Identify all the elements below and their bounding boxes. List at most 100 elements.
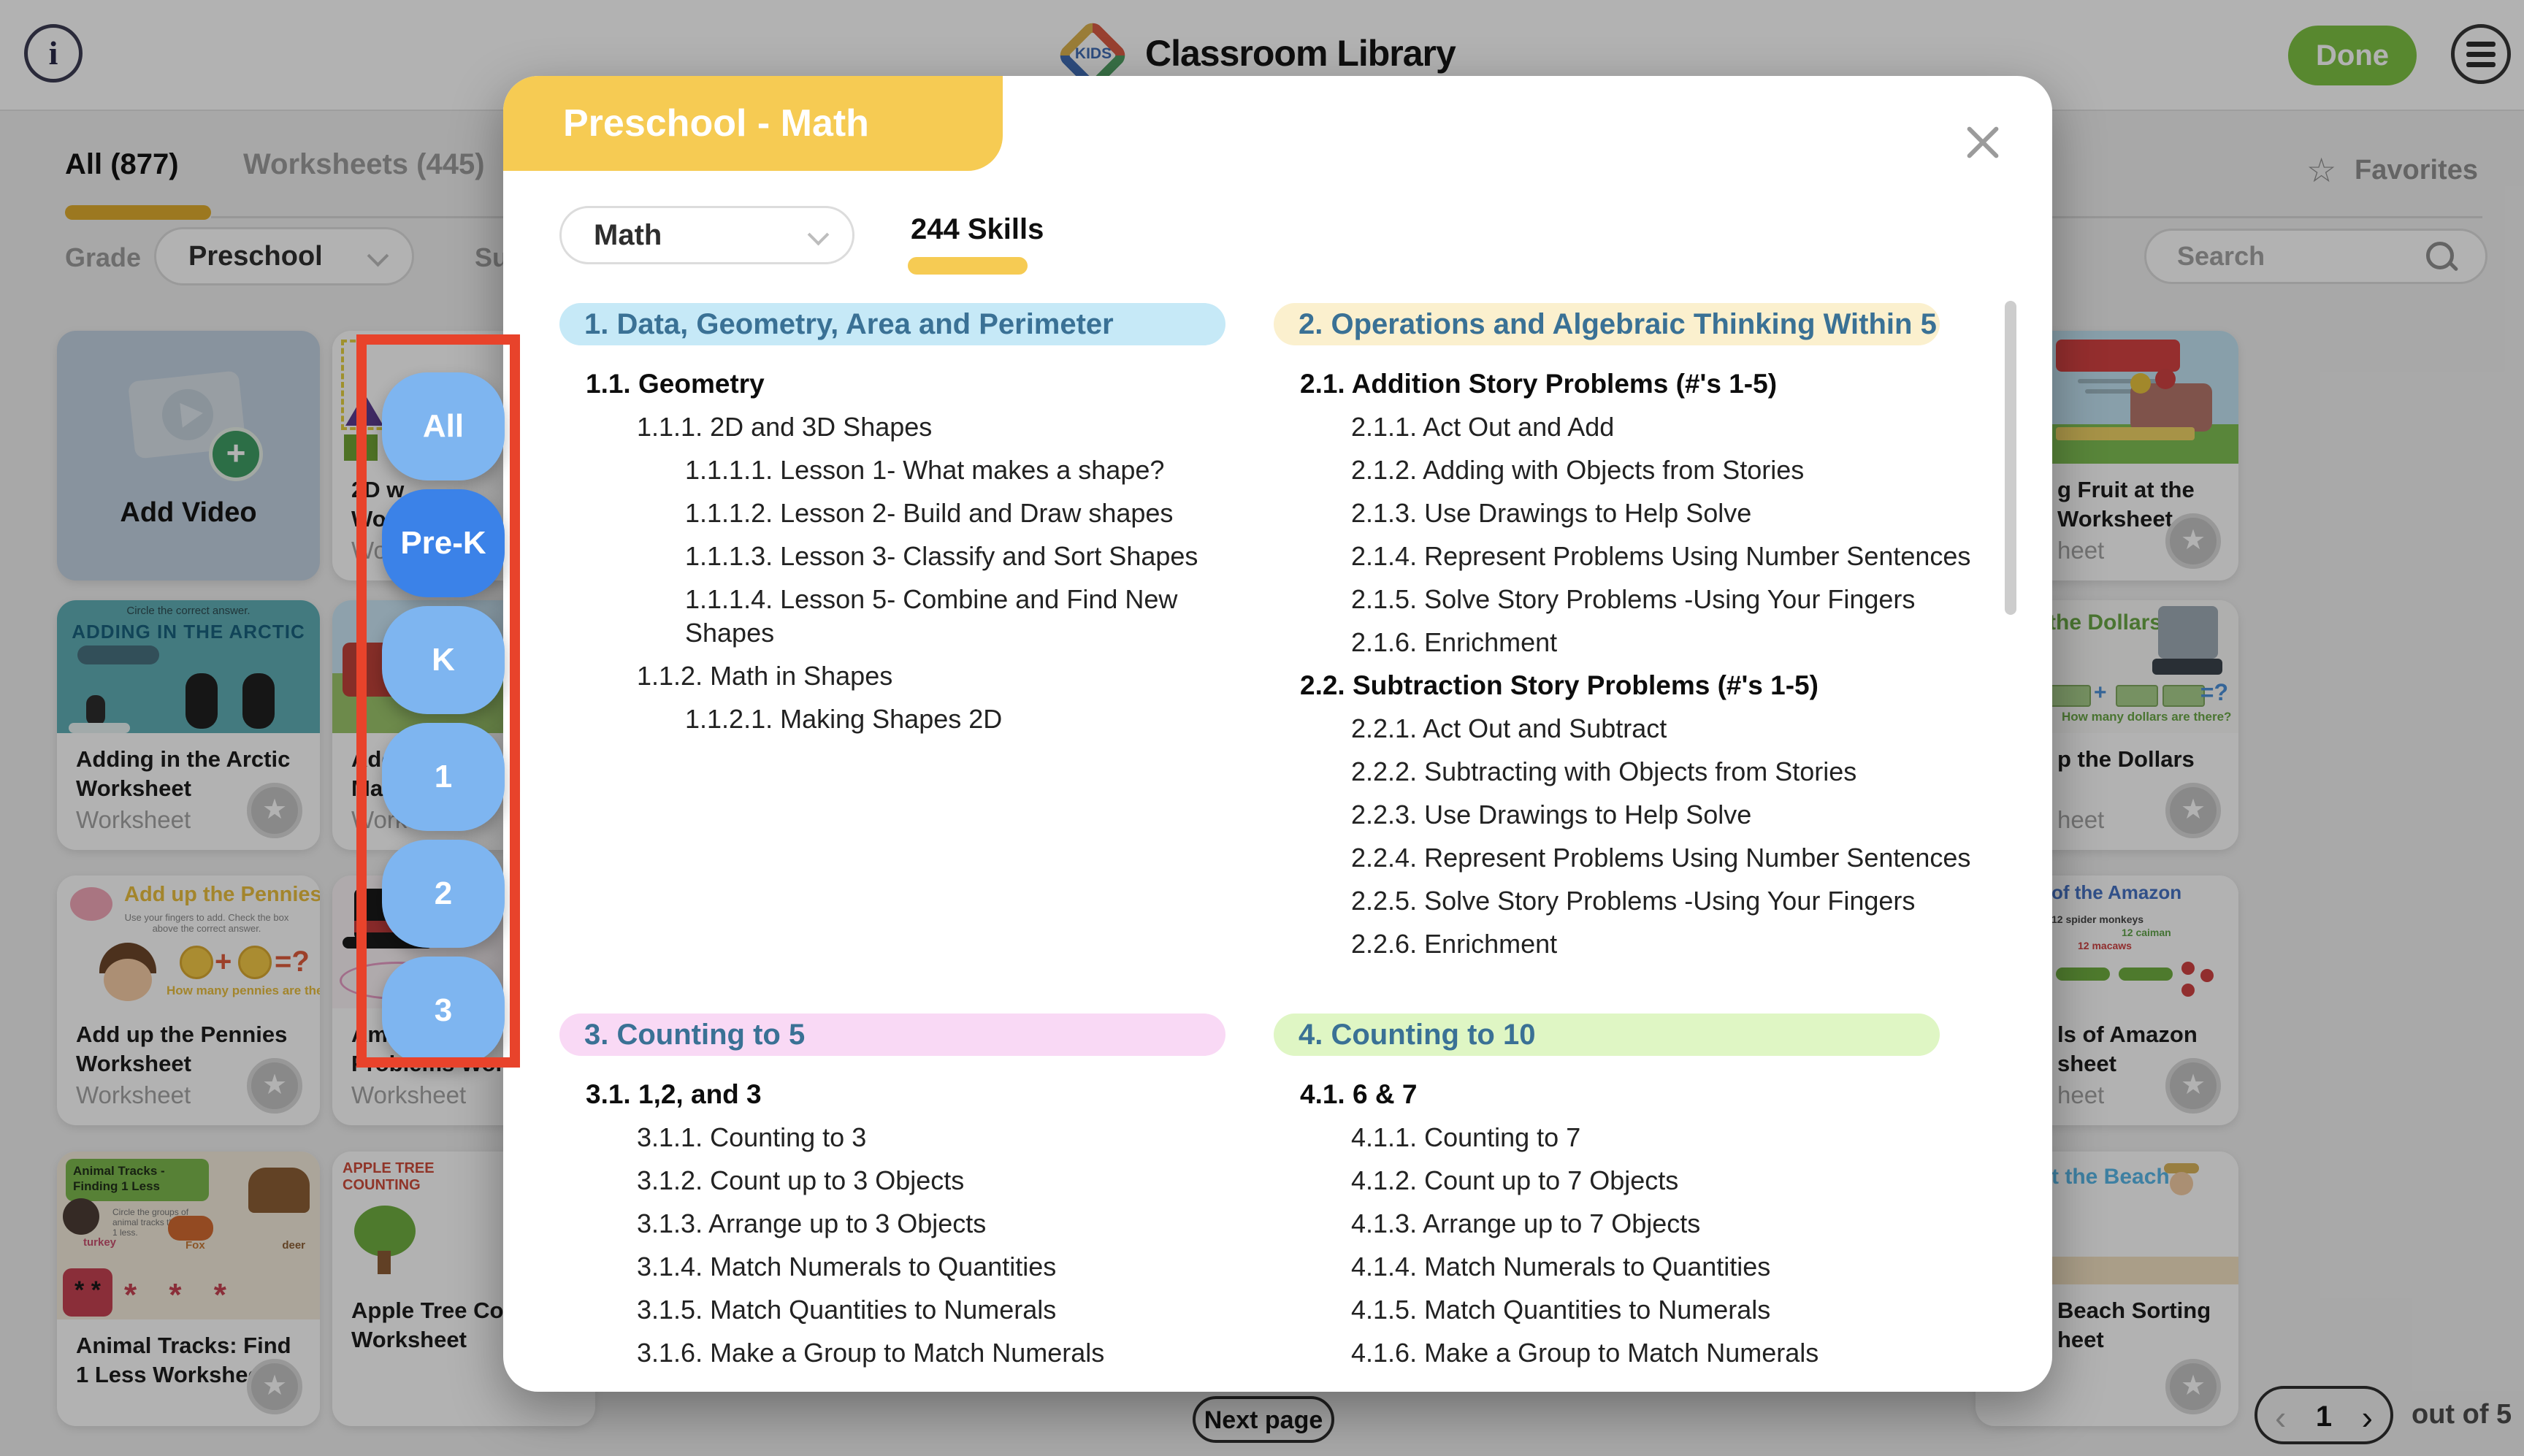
card-type-label: Worksheet	[351, 1081, 467, 1108]
card-type-label: heet	[2057, 806, 2105, 833]
close-icon[interactable]	[1962, 121, 2004, 164]
active-tab-underline	[65, 205, 211, 220]
skill-item[interactable]: 2.2.5. Solve Story Problems -Using Your …	[1351, 886, 1916, 916]
search-icon	[2426, 242, 2454, 269]
modal-scrollbar[interactable]	[2005, 301, 2016, 615]
favorites-link[interactable]: Favorites	[2355, 155, 2478, 185]
grade-filter-button[interactable]: K	[382, 606, 505, 714]
skill-item[interactable]: 2.2.1. Act Out and Subtract	[1351, 713, 1667, 743]
section-header: 2. Operations and Algebraic Thinking Wit…	[1274, 303, 1940, 345]
skill-item[interactable]: 4.1.6. Make a Group to Match Numerals	[1351, 1338, 1819, 1368]
card-title: Beach Sorting heet	[2057, 1298, 2211, 1352]
skill-list: 3.1. 1,2, and 3 3.1.1. Counting to 3 3.1.2…	[559, 1078, 1261, 1370]
skill-item[interactable]: 2.1.2. Adding with Objects from Stories	[1351, 455, 1805, 485]
favorite-star-button[interactable]: ★	[2165, 783, 2221, 838]
grade-filter-button[interactable]: 2	[382, 840, 505, 948]
turkey-shape	[63, 1198, 99, 1235]
kid-shape	[2170, 1172, 2193, 1195]
ice-shape	[69, 723, 130, 733]
hamburger-icon	[2466, 42, 2496, 47]
favorite-star-button[interactable]: ★	[2165, 513, 2221, 569]
worksheet-card-arctic[interactable]: Circle the correct answer. ADDING IN THE…	[57, 600, 320, 850]
skill-item[interactable]: 2.2.6. Enrichment	[1351, 929, 1558, 959]
page-total-label: out of 5	[2412, 1399, 2512, 1430]
skill-item[interactable]: 4.1.2. Count up to 7 Objects	[1351, 1165, 1679, 1195]
card-type-label: Worksheet	[76, 806, 191, 833]
favorite-star-button[interactable]: ★	[2165, 1058, 2221, 1114]
grade-filter-button[interactable]: All	[382, 372, 505, 480]
favorite-star-button[interactable]: ★	[247, 783, 302, 838]
cash-register-shape	[2158, 606, 2218, 659]
penguin-shape	[86, 695, 105, 726]
grade-filter-button[interactable]: 3	[382, 957, 505, 1065]
macaw-shape	[2181, 962, 2195, 975]
modal-title-tab: Preschool - Math	[503, 76, 1003, 171]
card-type-label: heet	[2057, 537, 2105, 564]
skills-count-label: 244 Skills	[911, 213, 1044, 245]
done-button[interactable]: Done	[2288, 26, 2417, 85]
penguin-shape	[242, 673, 275, 729]
grade-dropdown[interactable]: Preschool	[154, 227, 414, 286]
skill-item[interactable]: 3.1.6. Make a Group to Match Numerals	[637, 1338, 1105, 1368]
logo-text: KIDS	[1074, 45, 1112, 62]
card-title: Apple Tree Cou Worksheet	[351, 1298, 518, 1352]
skill-item[interactable]: 4.1.4. Match Numerals to Quantities	[1351, 1252, 1771, 1281]
skill-item[interactable]: 3.1.3. Arrange up to 3 Objects	[637, 1208, 987, 1238]
skill-item[interactable]: 2.1.3. Use Drawings to Help Solve	[1351, 498, 1752, 528]
pagination-control[interactable]: ‹ 1 ›	[2255, 1386, 2393, 1444]
hamburger-menu-button[interactable]	[2451, 24, 2511, 84]
info-button[interactable]: i	[24, 24, 83, 83]
skill-item[interactable]: 4.1.3. Arrange up to 7 Objects	[1351, 1208, 1701, 1238]
banner-shape	[2056, 340, 2180, 372]
skill-item[interactable]: 3.1.2. Count up to 3 Objects	[637, 1165, 965, 1195]
skill-item[interactable]: 2.1.4. Represent Problems Using Number S…	[1351, 541, 1971, 571]
skill-item[interactable]: 3.1. 1,2, and 3	[586, 1079, 762, 1109]
worksheet-card-pennies[interactable]: Add up the Pennies Use your fingers to a…	[57, 875, 320, 1125]
grade-filter-button[interactable]: Pre-K	[382, 489, 505, 597]
skill-item[interactable]: 4.1.1. Counting to 7	[1351, 1122, 1581, 1152]
favorites-star-icon: ☆	[2306, 151, 2337, 189]
favorite-star-button[interactable]: ★	[247, 1058, 302, 1114]
grade-filter-button[interactable]: 1	[382, 723, 505, 831]
skill-item[interactable]: 3.1.1. Counting to 3	[637, 1122, 867, 1152]
skill-item[interactable]: 1.1.1.3. Lesson 3- Classify and Sort Sha…	[685, 541, 1198, 571]
skill-item[interactable]: 2.1.1. Act Out and Add	[1351, 412, 1615, 442]
skill-item[interactable]: 1.1.2.1. Making Shapes 2D	[685, 704, 1003, 734]
subject-dropdown[interactable]: Math	[559, 206, 854, 264]
skill-item[interactable]: 1.1.1. 2D and 3D Shapes	[637, 412, 933, 442]
worksheet-card-animal-tracks[interactable]: Animal Tracks - Finding 1 Less Circle th…	[57, 1152, 320, 1426]
page-prev-icon[interactable]: ‹	[2275, 1398, 2287, 1436]
skill-item[interactable]: 3.1.5. Match Quantities to Numerals	[637, 1295, 1057, 1325]
skill-item[interactable]: 2.1. Addition Story Problems (#'s 1-5)	[1300, 369, 1778, 399]
favorite-star-button[interactable]: ★	[247, 1359, 302, 1414]
page-title: Classroom Library	[1145, 33, 1456, 74]
skill-item[interactable]: 2.2.2. Subtracting with Objects from Sto…	[1351, 756, 1857, 786]
skill-item[interactable]: 2.2.3. Use Drawings to Help Solve	[1351, 800, 1752, 829]
skill-item[interactable]: 1.1. Geometry	[586, 369, 765, 399]
skill-item[interactable]: 2.1.6. Enrichment	[1351, 627, 1558, 657]
skill-item[interactable]: 2.2.4. Represent Problems Using Number S…	[1351, 843, 1971, 873]
next-page-button[interactable]: Next page	[1193, 1396, 1334, 1443]
skill-item[interactable]: 1.1.1.1. Lesson 1- What makes a shape?	[685, 455, 1165, 485]
skill-item[interactable]: 4.1. 6 & 7	[1300, 1079, 1418, 1109]
penguin-shape	[186, 673, 218, 729]
skill-item[interactable]: 2.2. Subtraction Story Problems (#'s 1-5…	[1300, 670, 1819, 700]
tab-all[interactable]: All (877)	[65, 148, 179, 180]
add-video-card[interactable]: + Add Video	[57, 331, 320, 581]
grade-filter-label: Grade	[65, 242, 142, 272]
trunk-shape	[378, 1251, 391, 1274]
skill-item[interactable]: 1.1.2. Math in Shapes	[637, 661, 893, 691]
skill-item[interactable]: 1.1.1.4. Lesson 5- Combine and Find New …	[685, 584, 1178, 648]
skill-item[interactable]: 2.1.5. Solve Story Problems -Using Your …	[1351, 584, 1916, 614]
skill-item[interactable]: 3.1.4. Match Numerals to Quantities	[637, 1252, 1057, 1281]
section-header: 4. Counting to 10	[1274, 1014, 1940, 1056]
skill-item[interactable]: 4.1.5. Match Quantities to Numerals	[1351, 1295, 1771, 1325]
skill-item[interactable]: 1.1.1.2. Lesson 2- Build and Draw shapes	[685, 498, 1174, 528]
macaw-shape	[2200, 969, 2214, 982]
page-next-icon[interactable]: ›	[2361, 1398, 2373, 1436]
skills-section-4: 4. Counting to 10 4.1. 6 & 7 4.1.1. Count…	[1274, 1014, 1975, 1379]
subject-filter-label: Su	[475, 242, 509, 272]
tab-worksheets[interactable]: Worksheets (445)	[243, 148, 485, 180]
skills-section-2: 2. Operations and Algebraic Thinking Wit…	[1274, 303, 1975, 970]
favorite-star-button[interactable]: ★	[2165, 1359, 2221, 1414]
